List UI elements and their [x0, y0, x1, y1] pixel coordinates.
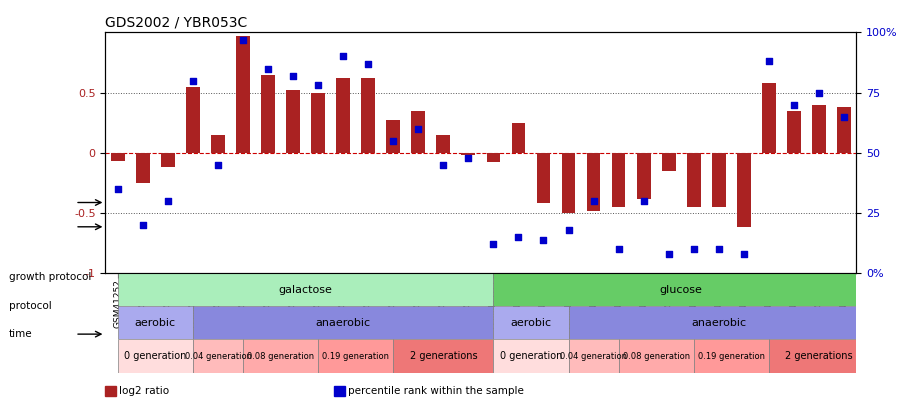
Text: 0 generation: 0 generation: [125, 351, 187, 361]
Point: [486, 241, 501, 247]
Text: anaerobic: anaerobic: [316, 318, 371, 328]
Bar: [618, 339, 693, 373]
Bar: [236, 36, 250, 153]
Point: [836, 113, 851, 120]
Point: [261, 65, 276, 72]
Text: 0.19 generation: 0.19 generation: [698, 352, 765, 360]
Point: [661, 251, 676, 257]
Point: [186, 77, 201, 84]
Point: [761, 58, 776, 64]
Bar: [569, 306, 869, 339]
Bar: [118, 306, 193, 339]
Text: log2 ratio: log2 ratio: [119, 386, 169, 396]
Point: [235, 36, 250, 43]
Bar: [687, 153, 701, 207]
Bar: [393, 339, 494, 373]
Bar: [612, 153, 626, 207]
Bar: [712, 153, 725, 207]
Point: [736, 251, 751, 257]
Bar: [569, 339, 618, 373]
Text: percentile rank within the sample: percentile rank within the sample: [348, 386, 524, 396]
Bar: [211, 135, 225, 153]
Text: 2 generations: 2 generations: [785, 351, 853, 361]
Text: glucose: glucose: [660, 285, 703, 295]
Point: [211, 162, 225, 168]
Bar: [193, 339, 243, 373]
Point: [787, 101, 802, 108]
Point: [286, 72, 300, 79]
Bar: [118, 273, 494, 306]
Bar: [736, 153, 751, 228]
Text: 0.08 generation: 0.08 generation: [247, 352, 314, 360]
Bar: [193, 306, 494, 339]
Bar: [311, 93, 325, 153]
Bar: [586, 153, 601, 211]
Bar: [336, 78, 350, 153]
Point: [812, 90, 826, 96]
Point: [361, 60, 376, 67]
Text: 0.08 generation: 0.08 generation: [623, 352, 690, 360]
Bar: [693, 339, 769, 373]
Text: GDS2002 / YBR053C: GDS2002 / YBR053C: [105, 16, 247, 30]
Text: aerobic: aerobic: [510, 318, 551, 328]
Bar: [537, 153, 551, 203]
Bar: [186, 87, 200, 153]
Bar: [118, 339, 193, 373]
Text: growth protocol: growth protocol: [9, 273, 92, 282]
Bar: [486, 153, 500, 162]
Point: [536, 236, 551, 243]
Text: 0.04 generation: 0.04 generation: [560, 352, 627, 360]
Bar: [762, 83, 776, 153]
Bar: [661, 153, 676, 171]
Bar: [361, 78, 376, 153]
Point: [586, 198, 601, 204]
Point: [686, 246, 701, 252]
Bar: [787, 111, 801, 153]
Bar: [243, 339, 318, 373]
Point: [160, 198, 175, 204]
Bar: [837, 107, 851, 153]
Bar: [769, 339, 869, 373]
Bar: [812, 104, 826, 153]
Text: 0 generation: 0 generation: [500, 351, 562, 361]
Bar: [411, 111, 425, 153]
Bar: [462, 153, 475, 155]
Point: [136, 222, 150, 228]
Point: [611, 246, 626, 252]
Point: [712, 246, 726, 252]
Bar: [136, 153, 150, 183]
Bar: [494, 339, 569, 373]
Point: [411, 126, 426, 132]
Text: aerobic: aerobic: [135, 318, 176, 328]
Point: [336, 53, 351, 60]
Bar: [161, 153, 175, 167]
Text: protocol: protocol: [9, 301, 52, 311]
Text: anaerobic: anaerobic: [692, 318, 747, 328]
Bar: [436, 135, 451, 153]
Bar: [261, 75, 275, 153]
Text: 0.04 generation: 0.04 generation: [184, 352, 252, 360]
Point: [562, 227, 576, 233]
Point: [461, 154, 475, 161]
Bar: [494, 306, 569, 339]
Bar: [286, 90, 300, 153]
Point: [311, 82, 325, 89]
Point: [386, 138, 400, 144]
Bar: [111, 153, 125, 161]
Text: 2 generations: 2 generations: [409, 351, 477, 361]
Text: 0.19 generation: 0.19 generation: [322, 352, 389, 360]
Point: [111, 186, 125, 192]
Bar: [637, 153, 650, 198]
Point: [436, 162, 451, 168]
Bar: [562, 153, 575, 213]
Point: [637, 198, 651, 204]
Point: [511, 234, 526, 240]
Text: galactose: galactose: [278, 285, 333, 295]
Bar: [387, 120, 400, 153]
Bar: [511, 123, 526, 153]
Text: time: time: [9, 329, 33, 339]
Bar: [318, 339, 393, 373]
Bar: [494, 273, 869, 306]
